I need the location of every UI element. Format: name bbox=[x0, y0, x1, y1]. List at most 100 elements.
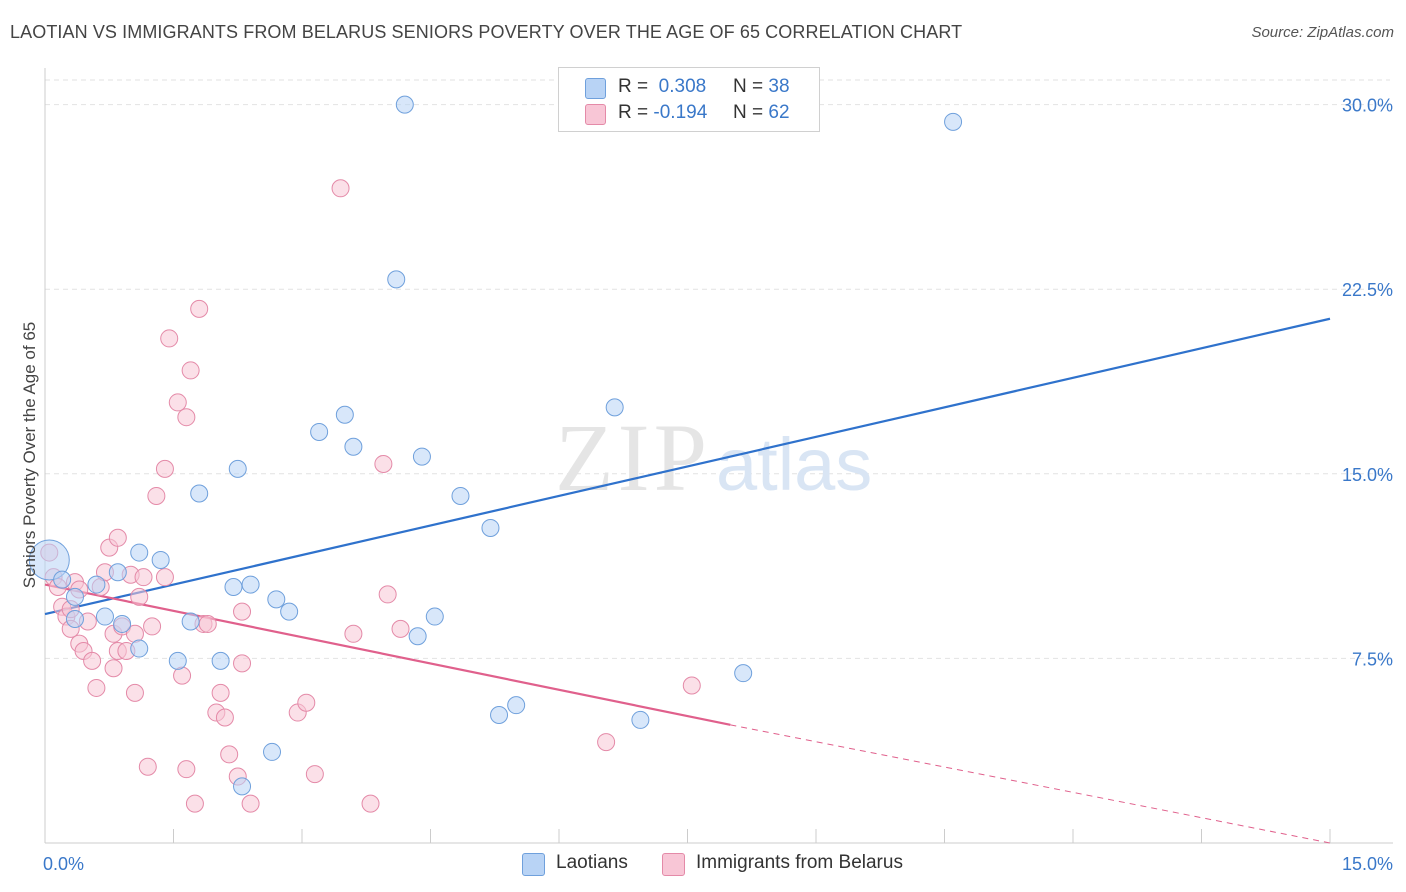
laotians-point bbox=[451, 486, 470, 505]
laotians-point bbox=[130, 639, 149, 658]
belarus-point bbox=[361, 794, 380, 813]
y-axis-label: Seniors Poverty Over the Age of 65 bbox=[20, 322, 39, 588]
laotians-point bbox=[65, 587, 84, 606]
laotians-point bbox=[481, 518, 500, 537]
laotians-point bbox=[224, 578, 243, 597]
belarus-point bbox=[160, 329, 179, 348]
belarus-point bbox=[297, 693, 316, 712]
belarus-point bbox=[83, 651, 102, 670]
n-value: 62 bbox=[768, 102, 790, 123]
trend-lines bbox=[44, 317, 1331, 844]
laotians-point bbox=[280, 602, 299, 621]
data-points bbox=[28, 95, 963, 813]
r-label: R = bbox=[618, 102, 649, 123]
watermark-atlas: atlas bbox=[716, 423, 872, 506]
belarus-point bbox=[331, 179, 350, 198]
laotians-legend-swatch bbox=[522, 853, 545, 876]
laotians-point bbox=[241, 575, 260, 594]
belarus-point bbox=[138, 757, 157, 776]
grid-lines bbox=[45, 79, 1390, 659]
laotians-point bbox=[425, 607, 444, 626]
belarus-trend-line bbox=[44, 583, 731, 726]
laotians-point bbox=[113, 614, 132, 633]
x-tick-label: 0.0% bbox=[43, 854, 84, 874]
axes bbox=[44, 68, 1393, 844]
laotians-point bbox=[87, 575, 106, 594]
laotians-point bbox=[228, 459, 247, 478]
belarus-point bbox=[597, 733, 616, 752]
belarus-point bbox=[125, 683, 144, 702]
belarus-point bbox=[177, 408, 196, 427]
laotians-point bbox=[108, 563, 127, 582]
laotians-point bbox=[310, 422, 329, 441]
laotians-point bbox=[181, 612, 200, 631]
belarus-point bbox=[185, 794, 204, 813]
y-tick-label: 22.5% bbox=[1342, 280, 1393, 300]
belarus-point bbox=[130, 587, 149, 606]
laotians-point bbox=[734, 664, 753, 683]
r-value: -0.194 bbox=[653, 102, 708, 123]
belarus-point bbox=[391, 619, 410, 638]
belarus-point bbox=[344, 624, 363, 643]
belarus-point bbox=[143, 617, 162, 636]
belarus-point bbox=[220, 745, 239, 764]
laotians-point bbox=[233, 777, 252, 796]
belarus-legend-label: Immigrants from Belarus bbox=[696, 852, 903, 873]
y-tick-label: 30.0% bbox=[1342, 96, 1393, 116]
laotians-point bbox=[28, 539, 70, 581]
laotians-point bbox=[490, 706, 509, 725]
belarus-point bbox=[155, 459, 174, 478]
correlation-legend: R = 0.308 N = 38 R = -0.194 N = 62 bbox=[558, 67, 820, 132]
belarus-point bbox=[198, 614, 217, 633]
laotians-point bbox=[190, 484, 209, 503]
belarus-point bbox=[108, 528, 127, 547]
tick-labels: 7.5% 15.0% 22.5% 30.0% 0.0% 15.0% bbox=[43, 96, 1393, 874]
laotians-point bbox=[344, 437, 363, 456]
belarus-point bbox=[87, 678, 106, 697]
belarus-point bbox=[233, 654, 252, 673]
belarus-point bbox=[374, 454, 393, 473]
belarus-point bbox=[215, 708, 234, 727]
y-tick-label: 15.0% bbox=[1342, 465, 1393, 485]
laotians-point bbox=[412, 447, 431, 466]
belarus-point bbox=[104, 659, 123, 678]
laotians-point bbox=[130, 543, 149, 562]
belarus-point bbox=[682, 676, 701, 695]
n-label: N = bbox=[733, 102, 764, 123]
laotians-point bbox=[507, 696, 526, 715]
belarus-legend-swatch bbox=[662, 853, 685, 876]
r-value: 0.308 bbox=[658, 76, 707, 97]
belarus-point bbox=[378, 585, 397, 604]
laotians-point bbox=[944, 112, 963, 131]
belarus-point bbox=[134, 568, 153, 587]
belarus-point bbox=[155, 568, 174, 587]
r-label: R = bbox=[618, 76, 649, 97]
laotians-point bbox=[605, 398, 624, 417]
laotians-trend-line bbox=[44, 317, 1331, 616]
laotians-swatch bbox=[585, 78, 606, 99]
laotians-point bbox=[335, 405, 354, 424]
belarus-swatch bbox=[585, 104, 606, 125]
belarus-point bbox=[177, 760, 196, 779]
belarus-point bbox=[190, 299, 209, 318]
belarus-point bbox=[211, 683, 230, 702]
laotians-point bbox=[151, 550, 170, 569]
x-tick-label: 15.0% bbox=[1342, 854, 1393, 874]
chart-title: LAOTIAN VS IMMIGRANTS FROM BELARUS SENIO… bbox=[10, 22, 963, 42]
laotians-point bbox=[631, 710, 650, 729]
belarus-point bbox=[305, 765, 324, 784]
laotians-point bbox=[263, 742, 282, 761]
laotians-point bbox=[211, 651, 230, 670]
belarus-point bbox=[181, 361, 200, 380]
laotians-point bbox=[65, 610, 84, 629]
source-label: Source: ZipAtlas.com bbox=[1251, 24, 1394, 41]
laotians-point bbox=[267, 590, 286, 609]
y-tick-label: 7.5% bbox=[1352, 649, 1393, 669]
belarus-point bbox=[241, 794, 260, 813]
laotians-point bbox=[395, 95, 414, 114]
laotians-legend-label: Laotians bbox=[556, 852, 628, 873]
laotians-point bbox=[408, 627, 427, 646]
laotians-point bbox=[53, 570, 72, 589]
n-value: 38 bbox=[768, 76, 790, 97]
